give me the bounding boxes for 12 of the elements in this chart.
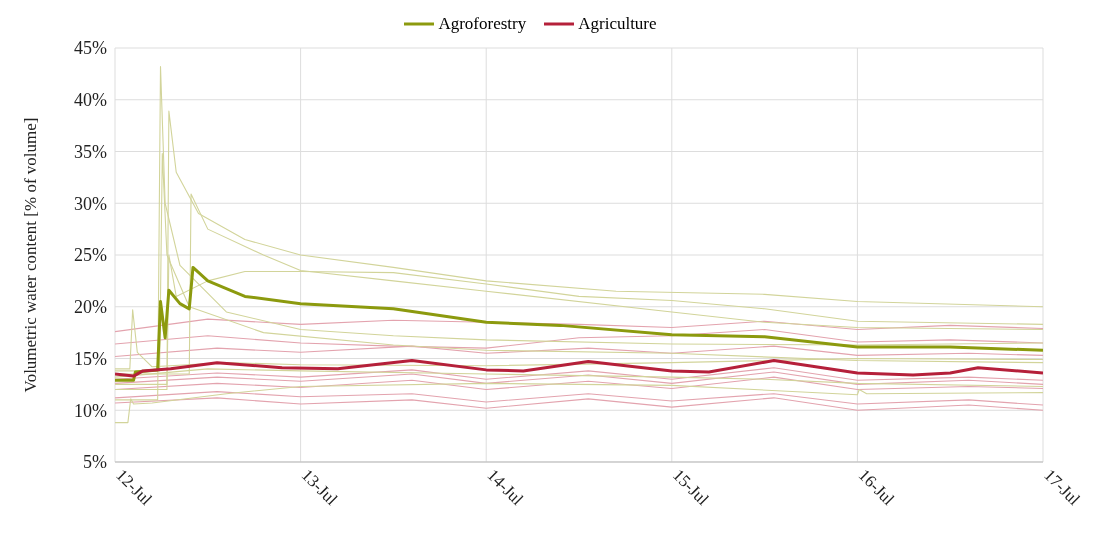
y-tick-label: 45%	[74, 38, 107, 59]
y-tick-label: 30%	[74, 193, 107, 214]
y-tick-label: 10%	[74, 400, 107, 421]
y-tick-label: 35%	[74, 141, 107, 162]
legend-label: Agriculture	[577, 14, 657, 34]
y-tick-label: 5%	[83, 452, 107, 473]
y-tick-label: 40%	[74, 90, 107, 111]
y-axis-title: Volumetric water content [% of volume]	[21, 117, 41, 393]
y-tick-label: 20%	[74, 297, 107, 318]
legend-label: Agroforestry	[437, 14, 527, 34]
y-tick-label: 15%	[74, 348, 107, 369]
y-tick-label: 25%	[74, 245, 107, 266]
